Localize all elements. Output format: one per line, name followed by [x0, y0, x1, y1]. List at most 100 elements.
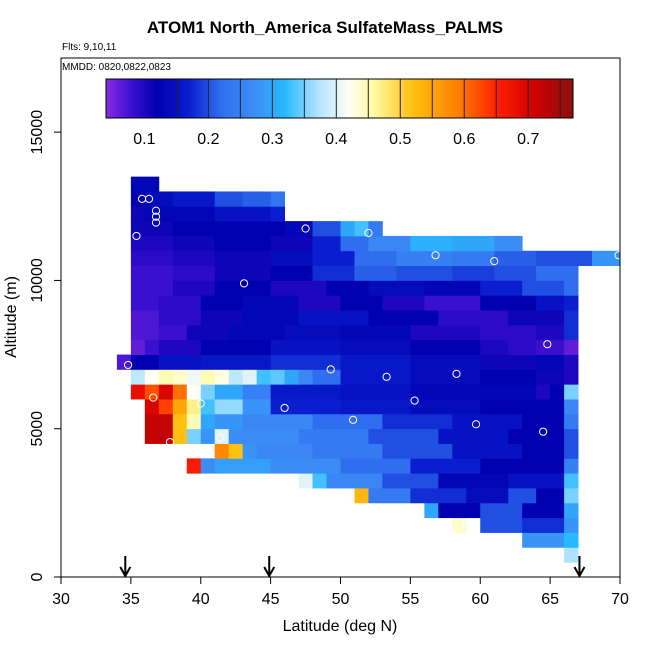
heatmap-cell [186, 458, 202, 474]
heatmap-cell [480, 369, 537, 385]
heatmap-cell [564, 502, 579, 519]
y-axis: 0 5000 10000 15000 [29, 110, 61, 581]
heatmap-cell [228, 443, 244, 459]
heatmap-cell [312, 265, 355, 281]
heatmap-cell [158, 354, 202, 370]
heatmap-cell [564, 413, 579, 430]
heatmap-cell [536, 250, 593, 266]
heatmap-cell [200, 458, 216, 474]
sample-point [326, 365, 335, 374]
heatmap-cell [130, 295, 160, 311]
x-tick-label: 60 [471, 591, 489, 608]
heatmap-cell [214, 280, 272, 296]
sample-point [543, 340, 552, 349]
heatmap-cell [172, 384, 188, 400]
heatmap-cell [508, 428, 565, 444]
sample-point [471, 420, 481, 429]
sample-point [452, 369, 461, 378]
heatmap-cell [564, 458, 579, 474]
heatmap-cell [480, 324, 537, 341]
chart-title: ATOM1 North_America SulfateMass_PALMS [146, 18, 504, 37]
heatmap-cell [242, 413, 313, 430]
heatmap-cell [592, 250, 620, 266]
sample-point [410, 396, 419, 405]
sample-point [132, 231, 141, 241]
flight-arrow [263, 556, 276, 579]
heatmap-cell [564, 324, 579, 341]
heatmap-cell [564, 399, 579, 415]
heatmap-cell [172, 250, 216, 266]
heatmap-cell [200, 413, 216, 430]
heatmap-cell [368, 428, 439, 444]
heatmap-cell [522, 502, 565, 519]
heatmap-cell [242, 191, 272, 207]
heatmap-cell [270, 250, 313, 266]
x-tick-label: 70 [611, 591, 629, 608]
heatmap-cell [158, 339, 202, 355]
heatmap-cell [312, 250, 355, 266]
sample-point [301, 224, 310, 233]
heatmap-cell [564, 280, 579, 296]
heatmap-cell [214, 221, 286, 237]
heatmap-cell [172, 428, 188, 444]
heatmap-cell [130, 354, 160, 370]
heatmap-cell [270, 206, 286, 222]
heatmap-cell [564, 488, 579, 504]
heatmap-cell [144, 369, 160, 385]
heatmap-cell [158, 324, 188, 341]
sample-point [462, 519, 471, 528]
y-tick-label: 0 [29, 572, 46, 581]
heatmap-cell [158, 310, 202, 326]
x-axis-label: Latitude (deg N) [283, 618, 398, 635]
heatmap-cell [340, 399, 411, 415]
heatmap-cell [452, 250, 495, 266]
heatmap-cell [186, 384, 202, 400]
heatmap-cell [522, 443, 565, 459]
heatmap-cell [256, 443, 313, 459]
heatmap-cell [564, 310, 579, 326]
heatmap-cell [228, 428, 299, 444]
heatmap-cell [368, 235, 411, 252]
heatmap-cell [158, 369, 174, 385]
sample-point [196, 399, 205, 408]
heatmap-cell [438, 310, 509, 326]
heatmap-cell [158, 295, 202, 311]
sample-point [216, 433, 225, 442]
colorbar-tick-label: 0.5 [389, 131, 411, 148]
heatmap-cell [480, 280, 523, 296]
heatmap-cell [214, 458, 272, 474]
heatmap-cell [130, 310, 160, 326]
heatmap-cell [214, 443, 230, 459]
heatmap-cell [340, 324, 411, 341]
sample-point [280, 403, 289, 413]
heatmap-cell [200, 369, 216, 385]
heatmap-cell [242, 443, 258, 459]
heatmap-cell [214, 206, 244, 222]
heatmap-cell [508, 339, 537, 355]
heatmap-cell [396, 250, 453, 266]
colorbar-gradient [106, 79, 573, 118]
heatmap-cell [312, 443, 383, 459]
heatmap-cell [242, 369, 258, 385]
heatmap-cell [172, 221, 216, 237]
heatmap-cell [382, 443, 453, 459]
heatmap-cell [410, 384, 481, 400]
flight-arrows [119, 556, 586, 579]
heatmap-cell [340, 295, 383, 311]
heatmap-cell [564, 473, 579, 489]
heatmap-cell [130, 324, 160, 341]
heatmap-cell [130, 339, 146, 355]
heatmap-cell [312, 235, 341, 252]
heatmap-cell [564, 517, 579, 533]
heatmap-cell [158, 384, 174, 400]
heatmap-cell [536, 488, 565, 504]
heatmap-cell [256, 369, 272, 385]
heatmap-cell [298, 369, 313, 385]
heatmap-cell [186, 428, 202, 444]
heatmap-cell [270, 235, 313, 252]
heatmap-cell [312, 473, 327, 489]
heatmap-cell [410, 354, 481, 370]
heatmap-cell [368, 221, 383, 237]
sample-point [165, 437, 175, 447]
heatmap-cells [116, 176, 620, 563]
